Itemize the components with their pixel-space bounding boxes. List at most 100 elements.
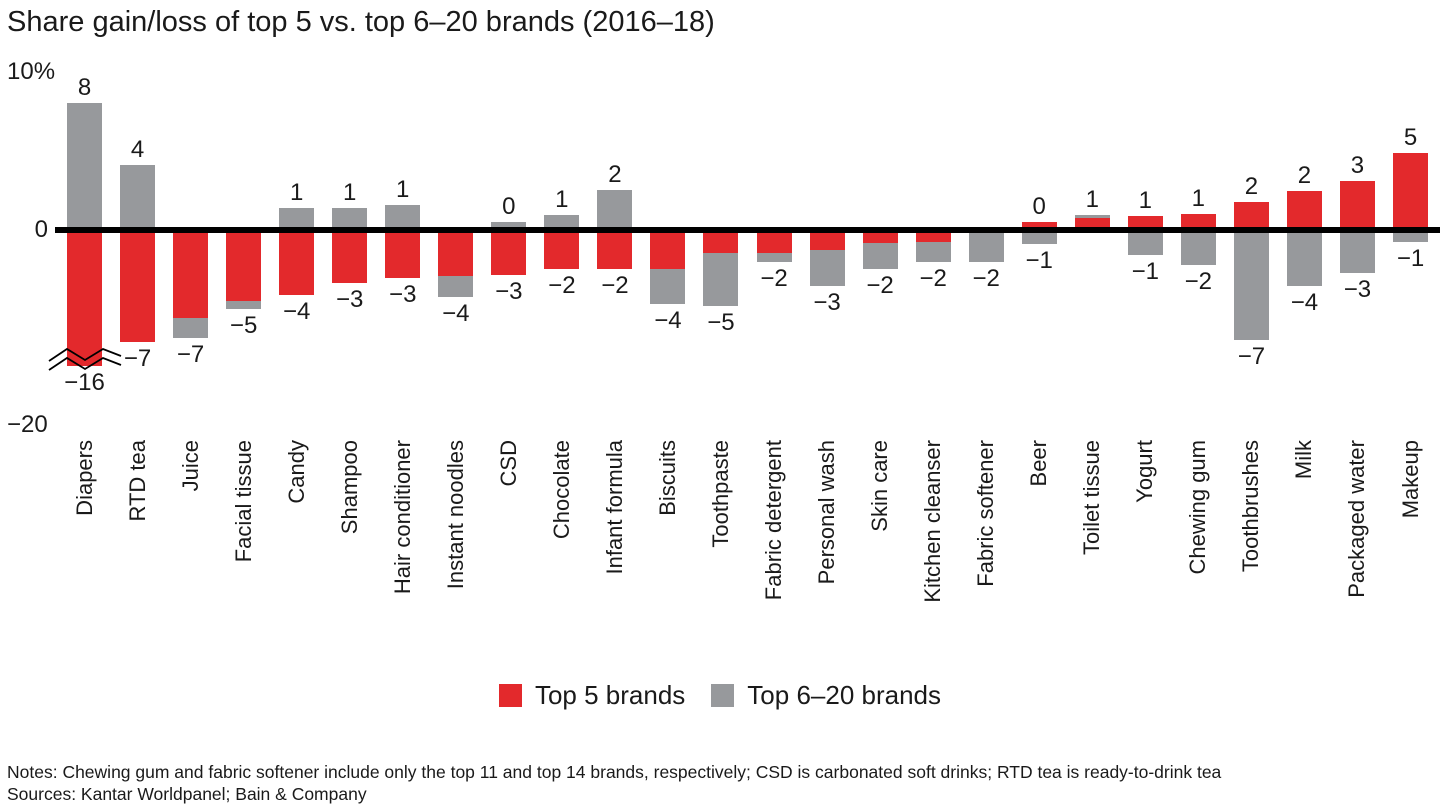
- bar-top5-instant-noodles: [438, 233, 474, 277]
- value-label-pos-rtd-tea: 4: [130, 136, 145, 163]
- value-label-neg-chewing-gum: −2: [1184, 267, 1213, 295]
- bar-top5-yogurt: [1127, 216, 1163, 227]
- value-label-neg-chocolate: −2: [548, 271, 576, 299]
- category-label-chocolate: Chocolate: [548, 440, 574, 540]
- bar-top5-fabric-detergent: [756, 233, 792, 254]
- category-label-skin-care: Skin care: [867, 440, 893, 532]
- value-label-neg-csd: −3: [495, 277, 523, 305]
- bar-top5-toothpaste: [703, 233, 739, 254]
- bar-top620-kitchen-cleanser: [915, 242, 951, 262]
- category-label-csd: CSD: [495, 440, 521, 487]
- bar-top5-facial-tissue: [226, 233, 262, 302]
- bar-top620-juice: [173, 318, 209, 339]
- bar-top5-chewing-gum: [1180, 213, 1216, 227]
- value-label-pos-candy: 1: [289, 179, 304, 207]
- value-label-neg-fabric-softener: −2: [972, 265, 1000, 293]
- category-label-infant-formula: Infant formula: [601, 440, 627, 575]
- bar-top5-skin-care: [862, 233, 898, 244]
- value-label-neg-juice: −7: [176, 341, 205, 369]
- bar-top620-fabric-detergent: [756, 253, 792, 263]
- value-label-neg-rtd-tea: −7: [123, 344, 152, 372]
- category-label-shampoo: Shampoo: [336, 440, 362, 535]
- bar-top5-chocolate: [544, 233, 580, 269]
- bar-top620-yogurt: [1127, 233, 1163, 255]
- bar-top620-facial-tissue: [226, 301, 262, 309]
- category-label-hair-conditioner: Hair conditioner: [389, 440, 415, 595]
- zero-axis-line: [55, 227, 1440, 233]
- value-label-pos-makeup: 5: [1403, 123, 1418, 151]
- bar-top620-toothbrushes: [1233, 233, 1269, 340]
- value-label-pos-milk: 2: [1297, 162, 1312, 190]
- bar-top620-chocolate: [544, 214, 580, 227]
- bar-top5-csd: [491, 233, 527, 275]
- legend-item-top5: Top 5 brands: [498, 680, 686, 710]
- footnotes: Notes: Chewing gum and fabric softener i…: [7, 761, 1221, 805]
- category-label-juice: Juice: [177, 440, 203, 492]
- value-label-pos-chewing-gum: 1: [1191, 184, 1205, 212]
- value-label-pos-hair-conditioner: 1: [396, 176, 410, 204]
- bar-top620-instant-noodles: [438, 276, 474, 297]
- y-axis-label-minus20: −20: [7, 411, 48, 438]
- bar-top620-packaged-water: [1339, 233, 1375, 274]
- category-label-rtd-tea: RTD tea: [124, 440, 150, 522]
- category-label-makeup: Makeup: [1397, 440, 1423, 519]
- category-label-toilet-tissue: Toilet tissue: [1079, 440, 1105, 555]
- category-label-candy: Candy: [283, 440, 309, 504]
- chart-title: Share gain/loss of top 5 vs. top 6–20 br…: [7, 6, 715, 38]
- value-label-pos-toothbrushes: 2: [1244, 173, 1259, 201]
- bar-top620-candy: [279, 208, 315, 227]
- bar-top620-hair-conditioner: [385, 205, 421, 227]
- legend-swatch-top620: [711, 683, 735, 707]
- legend-label-top5: Top 5 brands: [534, 680, 686, 710]
- bar-top5-biscuits: [650, 233, 686, 269]
- value-label-neg-instant-noodles: −4: [442, 299, 470, 327]
- bar-top5-candy: [279, 233, 315, 295]
- value-label-neg-makeup: −1: [1396, 245, 1425, 273]
- value-label-neg-toothbrushes: −7: [1237, 342, 1266, 370]
- bar-top620-infant-formula: [597, 189, 633, 227]
- bar-top5-rtd-tea: [120, 233, 156, 342]
- value-label-neg-biscuits: −4: [654, 307, 682, 335]
- category-label-facial-tissue: Facial tissue: [230, 440, 256, 563]
- bar-top620-makeup: [1393, 233, 1428, 243]
- y-axis-label-10pct: 10%: [7, 58, 56, 85]
- value-label-neg-packaged-water: −3: [1343, 276, 1372, 304]
- bar-top620-shampoo: [332, 208, 368, 227]
- value-label-pos-csd: 0: [502, 193, 516, 221]
- bar-top620-fabric-softener: [968, 233, 1004, 263]
- category-label-personal-wash: Personal wash: [814, 440, 840, 585]
- value-label-neg-yogurt: −1: [1131, 257, 1159, 285]
- bar-top5-makeup: [1393, 152, 1428, 227]
- bar-top5-shampoo: [332, 233, 368, 283]
- category-label-beer: Beer: [1026, 440, 1052, 487]
- legend-label-top620: Top 6–20 brands: [747, 680, 942, 710]
- category-label-toothpaste: Toothpaste: [707, 440, 733, 548]
- value-label-neg-kitchen-cleanser: −2: [919, 264, 947, 292]
- category-label-chewing-gum: Chewing gum: [1185, 440, 1211, 575]
- category-label-instant-noodles: Instant noodles: [442, 440, 468, 590]
- bar-top5-toilet-tissue: [1074, 218, 1110, 227]
- value-label-neg-diapers: −16: [64, 369, 105, 397]
- value-label-neg-toothpaste: −5: [707, 308, 735, 336]
- value-label-pos-diapers: 8: [77, 74, 92, 101]
- bar-top620-biscuits: [650, 268, 686, 305]
- value-label-neg-skin-care: −2: [866, 272, 894, 300]
- bar-top5-packaged-water: [1339, 180, 1375, 227]
- bar-top620-rtd-tea: [120, 165, 156, 227]
- category-label-fabric-detergent: Fabric detergent: [761, 440, 787, 601]
- category-label-milk: Milk: [1291, 440, 1317, 480]
- value-label-neg-beer: −1: [1025, 246, 1053, 274]
- value-label-neg-infant-formula: −2: [601, 271, 629, 299]
- value-label-neg-personal-wash: −3: [813, 288, 841, 316]
- legend-item-top620: Top 6–20 brands: [711, 682, 941, 708]
- bar-top5-toothbrushes: [1233, 202, 1269, 227]
- bar-top620-milk: [1286, 233, 1322, 286]
- bar-top620-diapers: [67, 103, 102, 227]
- bar-top620-skin-care: [862, 243, 898, 270]
- category-label-kitchen-cleanser: Kitchen cleanser: [920, 440, 946, 603]
- category-label-packaged-water: Packaged water: [1344, 440, 1370, 598]
- value-label-neg-fabric-detergent: −2: [760, 265, 788, 293]
- axis-break-icon: [48, 347, 122, 371]
- bar-top5-hair-conditioner: [385, 233, 421, 278]
